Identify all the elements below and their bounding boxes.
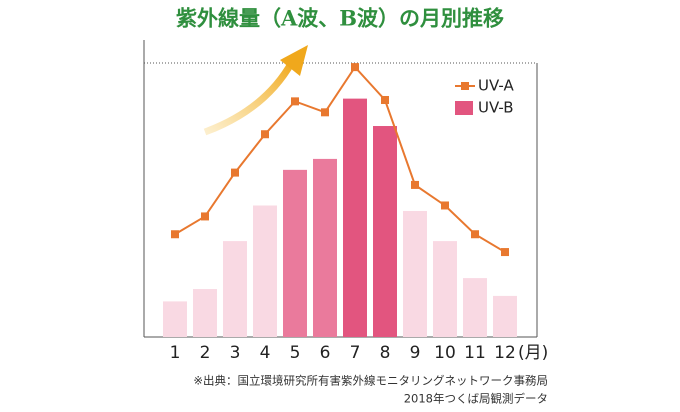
bar [253, 205, 277, 337]
marker [441, 201, 449, 210]
x-unit: (月) [518, 343, 548, 363]
marker [501, 248, 509, 257]
x-tick-label: 9 [410, 343, 421, 363]
chart-title: 紫外線量（A波、B波）の月別推移 [176, 6, 504, 31]
marker [381, 95, 389, 104]
trend-arrow [203, 60, 296, 136]
marker [351, 63, 359, 72]
marker [471, 230, 479, 239]
source-note: ※出典：国立環境研究所有害紫外線モニタリングネットワーク事務局 [193, 374, 548, 388]
bar [493, 295, 517, 337]
marker [231, 168, 239, 177]
x-tick-label: 4 [260, 343, 271, 363]
bar [343, 98, 367, 338]
x-tick-label: 12 [494, 343, 516, 363]
bar [463, 278, 487, 337]
x-tick-label: 6 [320, 343, 331, 363]
source-note: 2018年つくば局観測データ [404, 392, 548, 406]
marker [201, 212, 209, 221]
bar [223, 241, 247, 337]
x-tick-label: 3 [230, 343, 241, 363]
x-tick-label: 11 [464, 343, 486, 363]
bar [433, 241, 457, 337]
marker [321, 108, 329, 117]
x-tick-label: 1 [170, 343, 181, 363]
line [174, 65, 506, 253]
x-tick-label: 10 [434, 343, 456, 363]
marker [171, 230, 179, 239]
bar [283, 169, 307, 337]
bar [403, 210, 427, 337]
x-tick-label: 7 [350, 343, 361, 363]
bar [193, 289, 217, 337]
marker [261, 130, 269, 139]
legend-swatch [455, 101, 473, 115]
legend-marker [461, 82, 469, 90]
legend-label: UV-A [478, 77, 514, 95]
marker [411, 180, 419, 189]
bar [313, 158, 337, 337]
marker [291, 97, 299, 106]
bar [373, 126, 397, 338]
bar [163, 301, 187, 337]
x-tick-label: 5 [290, 343, 301, 363]
x-tick-label: 8 [380, 343, 391, 363]
trend-arrow-head [280, 45, 308, 76]
legend-label: UV-B [478, 99, 514, 117]
x-tick-label: 2 [200, 343, 211, 363]
